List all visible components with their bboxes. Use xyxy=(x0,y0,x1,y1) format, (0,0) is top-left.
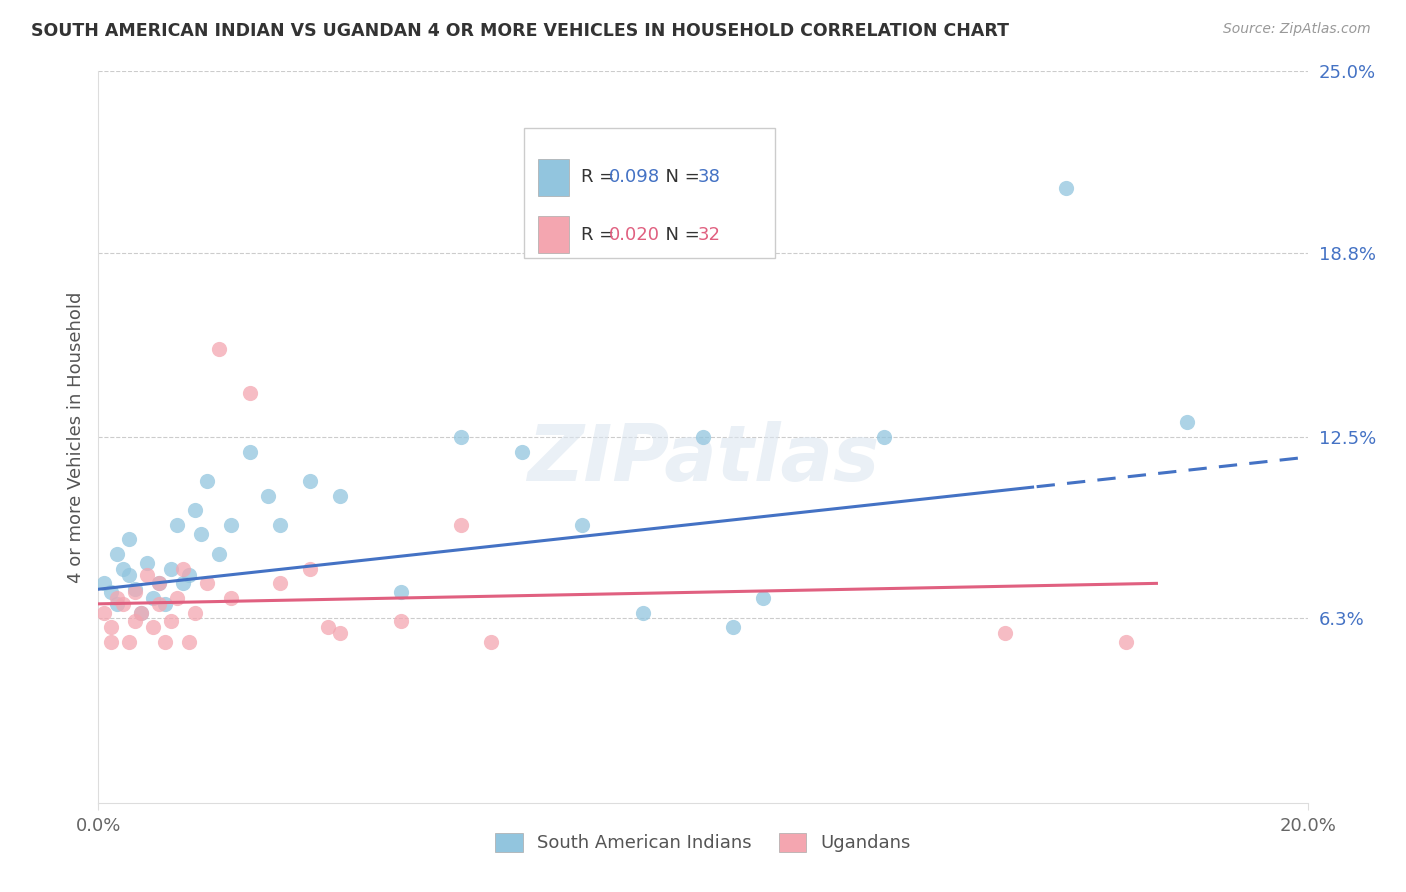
Point xyxy=(1054,181,1077,195)
Text: 32: 32 xyxy=(697,226,720,244)
Point xyxy=(153,597,176,611)
Text: Source: ZipAtlas.com: Source: ZipAtlas.com xyxy=(1223,22,1371,37)
Point xyxy=(571,517,593,532)
Text: SOUTH AMERICAN INDIAN VS UGANDAN 4 OR MORE VEHICLES IN HOUSEHOLD CORRELATION CHA: SOUTH AMERICAN INDIAN VS UGANDAN 4 OR MO… xyxy=(31,22,1010,40)
Point xyxy=(111,597,134,611)
Point xyxy=(160,562,183,576)
Point xyxy=(1115,635,1137,649)
Point xyxy=(184,503,207,517)
Point xyxy=(153,635,176,649)
Point xyxy=(269,517,291,532)
Text: R =: R = xyxy=(581,169,620,186)
Point xyxy=(481,635,503,649)
Point xyxy=(105,547,128,561)
Point xyxy=(124,585,146,599)
Point xyxy=(172,576,194,591)
Point xyxy=(873,430,896,444)
Point xyxy=(105,597,128,611)
Text: 38: 38 xyxy=(697,169,720,186)
Point xyxy=(179,567,201,582)
Point xyxy=(100,585,122,599)
Point xyxy=(221,517,243,532)
Point xyxy=(142,620,165,634)
Point xyxy=(148,576,170,591)
Point xyxy=(93,576,115,591)
Point xyxy=(723,620,745,634)
Point xyxy=(1175,416,1198,430)
Point xyxy=(450,517,472,532)
Point xyxy=(148,597,170,611)
Point xyxy=(208,343,231,357)
Point xyxy=(166,517,188,532)
Point xyxy=(239,444,262,458)
Point xyxy=(195,474,218,488)
Point xyxy=(172,562,194,576)
Legend: South American Indians, Ugandans: South American Indians, Ugandans xyxy=(488,826,918,860)
Point xyxy=(195,576,218,591)
Point xyxy=(256,489,278,503)
Point xyxy=(93,606,115,620)
Point xyxy=(752,591,775,605)
Point xyxy=(118,567,141,582)
Point xyxy=(160,615,183,629)
Point xyxy=(190,526,212,541)
Point xyxy=(208,547,231,561)
Point xyxy=(135,567,157,582)
Text: 0.020: 0.020 xyxy=(609,226,659,244)
Y-axis label: 4 or more Vehicles in Household: 4 or more Vehicles in Household xyxy=(66,292,84,582)
Point xyxy=(450,430,472,444)
Point xyxy=(994,626,1017,640)
Text: R =: R = xyxy=(581,226,620,244)
Point xyxy=(389,615,412,629)
Text: 0.098: 0.098 xyxy=(609,169,659,186)
Point xyxy=(166,591,188,605)
Point xyxy=(135,556,157,570)
Point xyxy=(124,582,146,597)
Point xyxy=(239,386,262,401)
Point xyxy=(329,626,352,640)
Text: N =: N = xyxy=(654,226,706,244)
Point xyxy=(129,606,152,620)
Point xyxy=(221,591,243,605)
Point xyxy=(299,562,322,576)
Point xyxy=(100,620,122,634)
Point xyxy=(148,576,170,591)
Point xyxy=(269,576,291,591)
Text: ZIPatlas: ZIPatlas xyxy=(527,421,879,497)
Text: N =: N = xyxy=(654,169,706,186)
Point xyxy=(100,635,122,649)
Point xyxy=(179,635,201,649)
Point xyxy=(299,474,322,488)
Point xyxy=(631,606,654,620)
Point xyxy=(129,606,152,620)
Point xyxy=(316,620,339,634)
Point xyxy=(118,533,141,547)
Point xyxy=(184,606,207,620)
Point xyxy=(142,591,165,605)
Point xyxy=(118,635,141,649)
Point xyxy=(105,591,128,605)
Point xyxy=(329,489,352,503)
Point xyxy=(389,585,412,599)
Point xyxy=(111,562,134,576)
Point xyxy=(692,430,714,444)
Point xyxy=(510,444,533,458)
Point xyxy=(124,615,146,629)
